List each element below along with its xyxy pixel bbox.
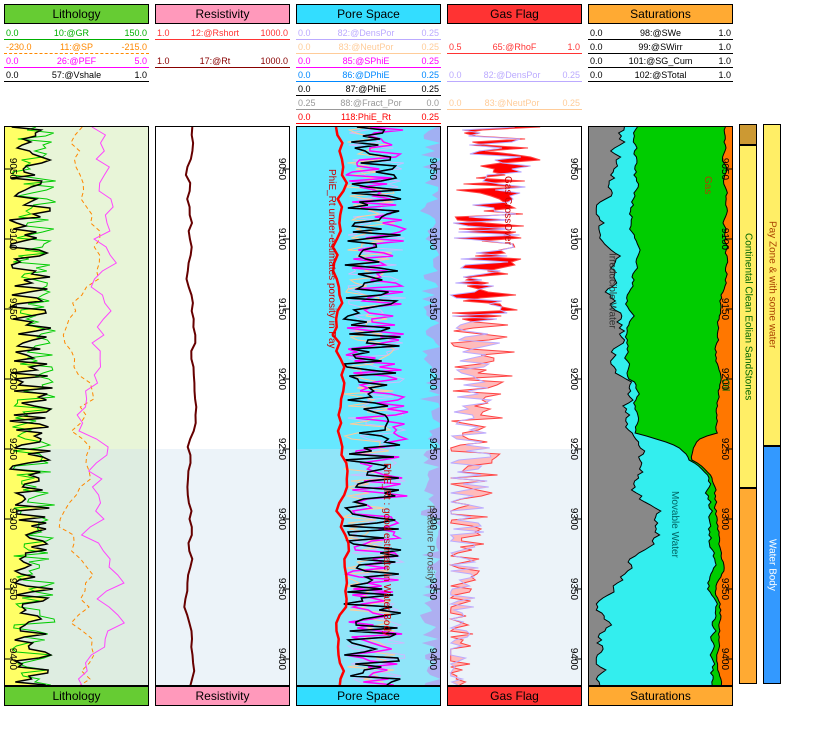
depth-tick: 9150 [276,298,287,320]
depth-tick: 9300 [7,508,18,530]
plot-area: 9050 9100 9150 9200 9250 9300 9350 9400 [4,126,149,686]
depth-tick: 9300 [276,508,287,530]
legend-row: 0.082:@DensPor0.25 [296,26,441,40]
track-header: Resistivity [155,4,290,24]
plot-area: 90509100915092009250930093509400PhiE_Rt … [296,126,441,686]
chart-annotation: Oil [720,379,731,391]
side-segment: Continental Clean Eolian SandStones [739,145,757,488]
track-legend: 0.082:@DensPor0.250.083:@NeutPor0.250.08… [296,24,441,126]
depth-tick: 9250 [7,438,18,460]
track-resistivity: Resistivity 1.012:@Rshort1000.0 1.017:@Rt1… [155,4,290,706]
legend-row: 1.012:@Rshort1000.0 [155,26,290,40]
legend-row: 0.565:@RhoF1.0 [447,40,582,54]
depth-tick: 9250 [568,438,579,460]
depth-tick: 9100 [427,228,438,250]
track-header: Pore Space [296,4,441,24]
depth-tick: 9100 [7,228,18,250]
depth-tick: 9350 [427,578,438,600]
side-segment [739,488,757,684]
depth-tick: 9050 [719,158,730,180]
depth-tick: 9250 [427,438,438,460]
track-lithology: Lithology0.010:@GR150.0-230.011:@SP-215.… [4,4,149,706]
legend-row: 0.082:@DensPor0.25 [447,68,582,82]
depth-tick: 9350 [7,578,18,600]
side-segment: Pay Zone & with some water [763,124,781,446]
depth-tick: 9150 [427,298,438,320]
legend-row: 0.010:@GR150.0 [4,26,149,40]
depth-tick: 9150 [7,298,18,320]
legend-row: 0.083:@NeutPor0.25 [447,96,582,110]
chart-annotation: Gas [702,176,713,194]
chart-annotation: Irreducible Water [606,253,617,329]
depth-tick: 9200 [7,368,18,390]
track-legend: 0.010:@GR150.0-230.011:@SP-215.00.026:@P… [4,24,149,126]
chart-annotation: Fracture Porosity [425,505,436,581]
depth-tick: 9200 [568,368,579,390]
track-legend: 0.565:@RhoF1.0 0.082:@DensPor0.25 0.083:@N… [447,24,582,126]
chart-annotation: Gas CrossOver [502,176,513,245]
legend-row: 0.099:@SWirr1.0 [588,40,733,54]
track-header: Saturations [588,4,733,24]
chart-annotation: PhiE_Rt under-estimates porosity in Pay [326,169,337,349]
side-segment [739,124,757,145]
depth-tick: 9250 [719,438,730,460]
legend-row: 0.0101:@SG_Cum1.0 [588,54,733,68]
legend-row: 0.087:@PhiE0.25 [296,82,441,96]
depth-tick: 9100 [276,228,287,250]
legend-row: 0.0102:@STotal1.0 [588,68,733,82]
track-footer: Pore Space [296,686,441,706]
legend-row: 0.086:@DPhiE0.25 [296,68,441,82]
track-legend: 1.012:@Rshort1000.0 1.017:@Rt1000.0 [155,24,290,126]
legend-row: 0.057:@Vshale1.0 [4,68,149,82]
depth-tick: 9250 [276,438,287,460]
track-pore-space: Pore Space0.082:@DensPor0.250.083:@NeutP… [296,4,441,706]
track-footer: Resistivity [155,686,290,706]
depth-tick: 9050 [427,158,438,180]
plot-area: 90509100915092009250930093509400Irreduci… [588,126,733,686]
legend-row: 1.017:@Rt1000.0 [155,54,290,68]
depth-tick: 9300 [568,508,579,530]
depth-tick: 9150 [719,298,730,320]
depth-tick: 9400 [276,648,287,670]
depth-tick: 9400 [427,648,438,670]
track-saturations: Saturations0.098:@SWe1.00.099:@SWirr1.00… [588,4,733,706]
side-segment: Water Body [763,446,781,684]
track-footer: Saturations [588,686,733,706]
legend-row: 0.083:@NeutPor0.25 [296,40,441,54]
track-header: Lithology [4,4,149,24]
depth-tick: 9050 [276,158,287,180]
plot-area: 9050 9100 9150 9200 9250 9300 9350 9400 [155,126,290,686]
legend-row: 0.085:@SPhiE0.25 [296,54,441,68]
track-header: Gas Flag [447,4,582,24]
depth-tick: 9350 [719,578,730,600]
depth-tick: 9350 [568,578,579,600]
track-footer: Gas Flag [447,686,582,706]
chart-annotation: Movable Water [669,491,680,558]
legend-row: 0.026:@PEF5.0 [4,54,149,68]
depth-tick: 9400 [568,648,579,670]
depth-tick: 9100 [568,228,579,250]
legend-row: -230.011:@SP-215.0 [4,40,149,54]
side-bar: Continental Clean Eolian SandStones [739,4,757,706]
depth-tick: 9300 [719,508,730,530]
track-legend: 0.098:@SWe1.00.099:@SWirr1.00.0101:@SG_C… [588,24,733,126]
chart-annotation: PhiE_Rt : good estimate in Water Body [381,463,392,636]
legend-row: 0.2588:@Fract_Por0.0 [296,96,441,110]
legend-row: 0.098:@SWe1.0 [588,26,733,40]
depth-tick: 9200 [276,368,287,390]
track-gas-flag: Gas Flag 0.565:@RhoF1.0 0.082:@DensPor0.25… [447,4,582,706]
depth-tick: 9350 [276,578,287,600]
depth-tick: 9150 [568,298,579,320]
depth-tick: 9200 [427,368,438,390]
side-bar: Pay Zone & with some waterWater Body [763,4,781,706]
legend-row: 0.0118:PhiE_Rt0.25 [296,110,441,124]
depth-tick: 9050 [568,158,579,180]
depth-tick: 9400 [7,648,18,670]
plot-area: 9050 9100 9150 9200 9250 9300 9350 9400 Gas Cros… [447,126,582,686]
depth-tick: 9050 [7,158,18,180]
depth-tick: 9100 [719,228,730,250]
depth-tick: 9400 [719,648,730,670]
track-footer: Lithology [4,686,149,706]
